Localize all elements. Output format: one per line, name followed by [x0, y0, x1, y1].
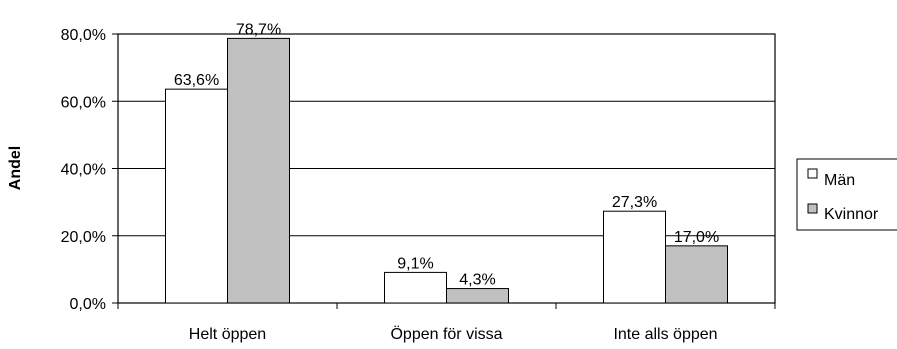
y-tick-label: 80,0%: [61, 27, 106, 44]
data-label: 78,7%: [236, 21, 281, 38]
data-label: 27,3%: [612, 194, 657, 211]
bar-kvinnor: [227, 37, 290, 304]
y-tick-label: 0,0%: [70, 296, 106, 313]
bar-kvinnor: [665, 245, 728, 304]
bar-man: [603, 210, 666, 304]
legend: Män Kvinnor: [796, 158, 897, 231]
y-tick-label: 40,0%: [61, 162, 106, 179]
y-axis: 0,0% 20,0% 40,0% 60,0% 80,0%: [61, 27, 118, 313]
data-label: 63,6%: [174, 72, 219, 89]
legend-swatch-man: [807, 168, 818, 179]
bars: 63,6% 78,7% 9,1% 4,3% 27,3% 17,0%: [165, 21, 728, 304]
x-tick-label: Öppen för vissa: [390, 325, 502, 343]
data-label: 9,1%: [397, 255, 433, 272]
bar-man: [165, 88, 228, 304]
legend-label-man: Män: [824, 172, 855, 189]
bar-kvinnor: [446, 288, 509, 304]
data-label: 4,3%: [459, 272, 495, 289]
legend-swatch-kvinnor: [807, 203, 818, 214]
y-tick-label: 20,0%: [61, 229, 106, 246]
x-tick-label: Helt öppen: [189, 326, 266, 343]
x-axis: Helt öppen Öppen för vissa Inte alls öppen: [117, 303, 776, 343]
legend-label-kvinnor: Kvinnor: [824, 206, 879, 223]
data-label: 17,0%: [674, 229, 719, 246]
y-tick-label: 60,0%: [61, 94, 106, 111]
y-axis-label: Andel: [7, 146, 24, 190]
bar-man: [384, 271, 447, 304]
x-tick-label: Inte alls öppen: [613, 326, 717, 343]
